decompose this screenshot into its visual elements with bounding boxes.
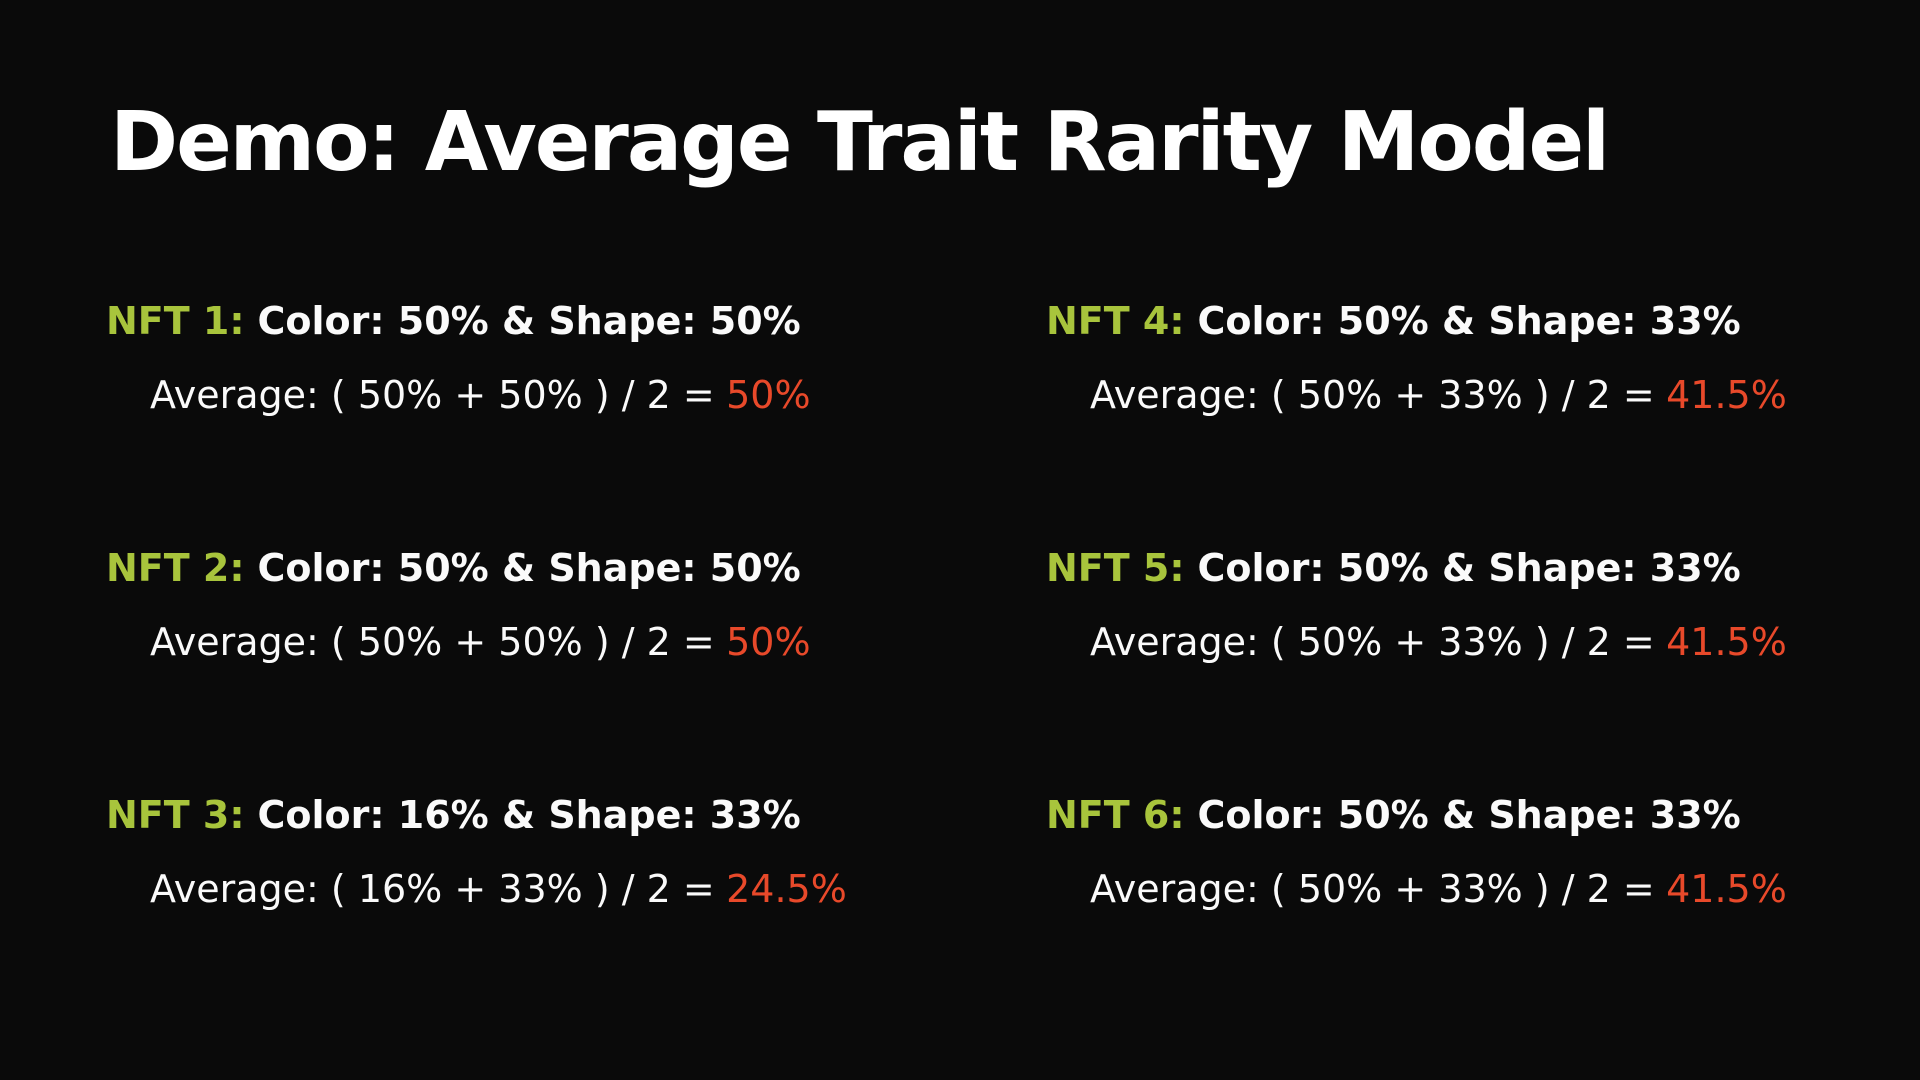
nft-average-line: Average: ( 16% + 33% ) / 2 = 24.5%: [150, 866, 1046, 914]
nft-grid: NFT 1: Color: 50% & Shape: 50% Average: (…: [106, 298, 1787, 913]
average-result: 41.5%: [1666, 372, 1787, 417]
nft-traits: Color: 50% & Shape: 33%: [1197, 793, 1741, 837]
nft-trait-line: NFT 4: Color: 50% & Shape: 33%: [1046, 298, 1787, 346]
nft-entry-3: NFT 3: Color: 16% & Shape: 33% Average: (…: [106, 792, 1046, 913]
nft-entry-2: NFT 2: Color: 50% & Shape: 50% Average: (…: [106, 545, 1046, 666]
nft-label: NFT 3:: [106, 793, 245, 837]
nft-trait-line: NFT 3: Color: 16% & Shape: 33%: [106, 792, 1046, 840]
nft-trait-line: NFT 2: Color: 50% & Shape: 50%: [106, 545, 1046, 593]
average-formula: Average: ( 50% + 50% ) / 2 =: [150, 372, 715, 417]
nft-label: NFT 5:: [1046, 546, 1185, 590]
nft-entry-5: NFT 5: Color: 50% & Shape: 33% Average: (…: [1046, 545, 1787, 666]
average-formula: Average: ( 16% + 33% ) / 2 =: [150, 866, 715, 911]
nft-label: NFT 1:: [106, 299, 245, 343]
nft-average-line: Average: ( 50% + 50% ) / 2 = 50%: [150, 372, 1046, 420]
nft-entry-6: NFT 6: Color: 50% & Shape: 33% Average: (…: [1046, 792, 1787, 913]
average-result: 50%: [726, 372, 811, 417]
nft-traits: Color: 50% & Shape: 33%: [1197, 546, 1741, 590]
nft-entry-4: NFT 4: Color: 50% & Shape: 33% Average: (…: [1046, 298, 1787, 419]
nft-trait-line: NFT 1: Color: 50% & Shape: 50%: [106, 298, 1046, 346]
average-result: 24.5%: [726, 866, 847, 911]
average-result: 41.5%: [1666, 866, 1787, 911]
nft-label: NFT 4:: [1046, 299, 1185, 343]
nft-label: NFT 2:: [106, 546, 245, 590]
average-result: 41.5%: [1666, 619, 1787, 664]
nft-traits: Color: 50% & Shape: 50%: [257, 546, 801, 590]
nft-label: NFT 6:: [1046, 793, 1185, 837]
average-result: 50%: [726, 619, 811, 664]
nft-traits: Color: 50% & Shape: 33%: [1197, 299, 1741, 343]
average-formula: Average: ( 50% + 33% ) / 2 =: [1090, 866, 1655, 911]
nft-average-line: Average: ( 50% + 33% ) / 2 = 41.5%: [1090, 866, 1787, 914]
average-formula: Average: ( 50% + 33% ) / 2 =: [1090, 619, 1655, 664]
page-title: Demo: Average Trait Rarity Model: [110, 95, 1610, 190]
average-formula: Average: ( 50% + 33% ) / 2 =: [1090, 372, 1655, 417]
nft-average-line: Average: ( 50% + 33% ) / 2 = 41.5%: [1090, 619, 1787, 667]
nft-average-line: Average: ( 50% + 33% ) / 2 = 41.5%: [1090, 372, 1787, 420]
nft-trait-line: NFT 5: Color: 50% & Shape: 33%: [1046, 545, 1787, 593]
nft-traits: Color: 50% & Shape: 50%: [257, 299, 801, 343]
nft-average-line: Average: ( 50% + 50% ) / 2 = 50%: [150, 619, 1046, 667]
nft-entry-1: NFT 1: Color: 50% & Shape: 50% Average: (…: [106, 298, 1046, 419]
average-formula: Average: ( 50% + 50% ) / 2 =: [150, 619, 715, 664]
nft-trait-line: NFT 6: Color: 50% & Shape: 33%: [1046, 792, 1787, 840]
nft-traits: Color: 16% & Shape: 33%: [257, 793, 801, 837]
